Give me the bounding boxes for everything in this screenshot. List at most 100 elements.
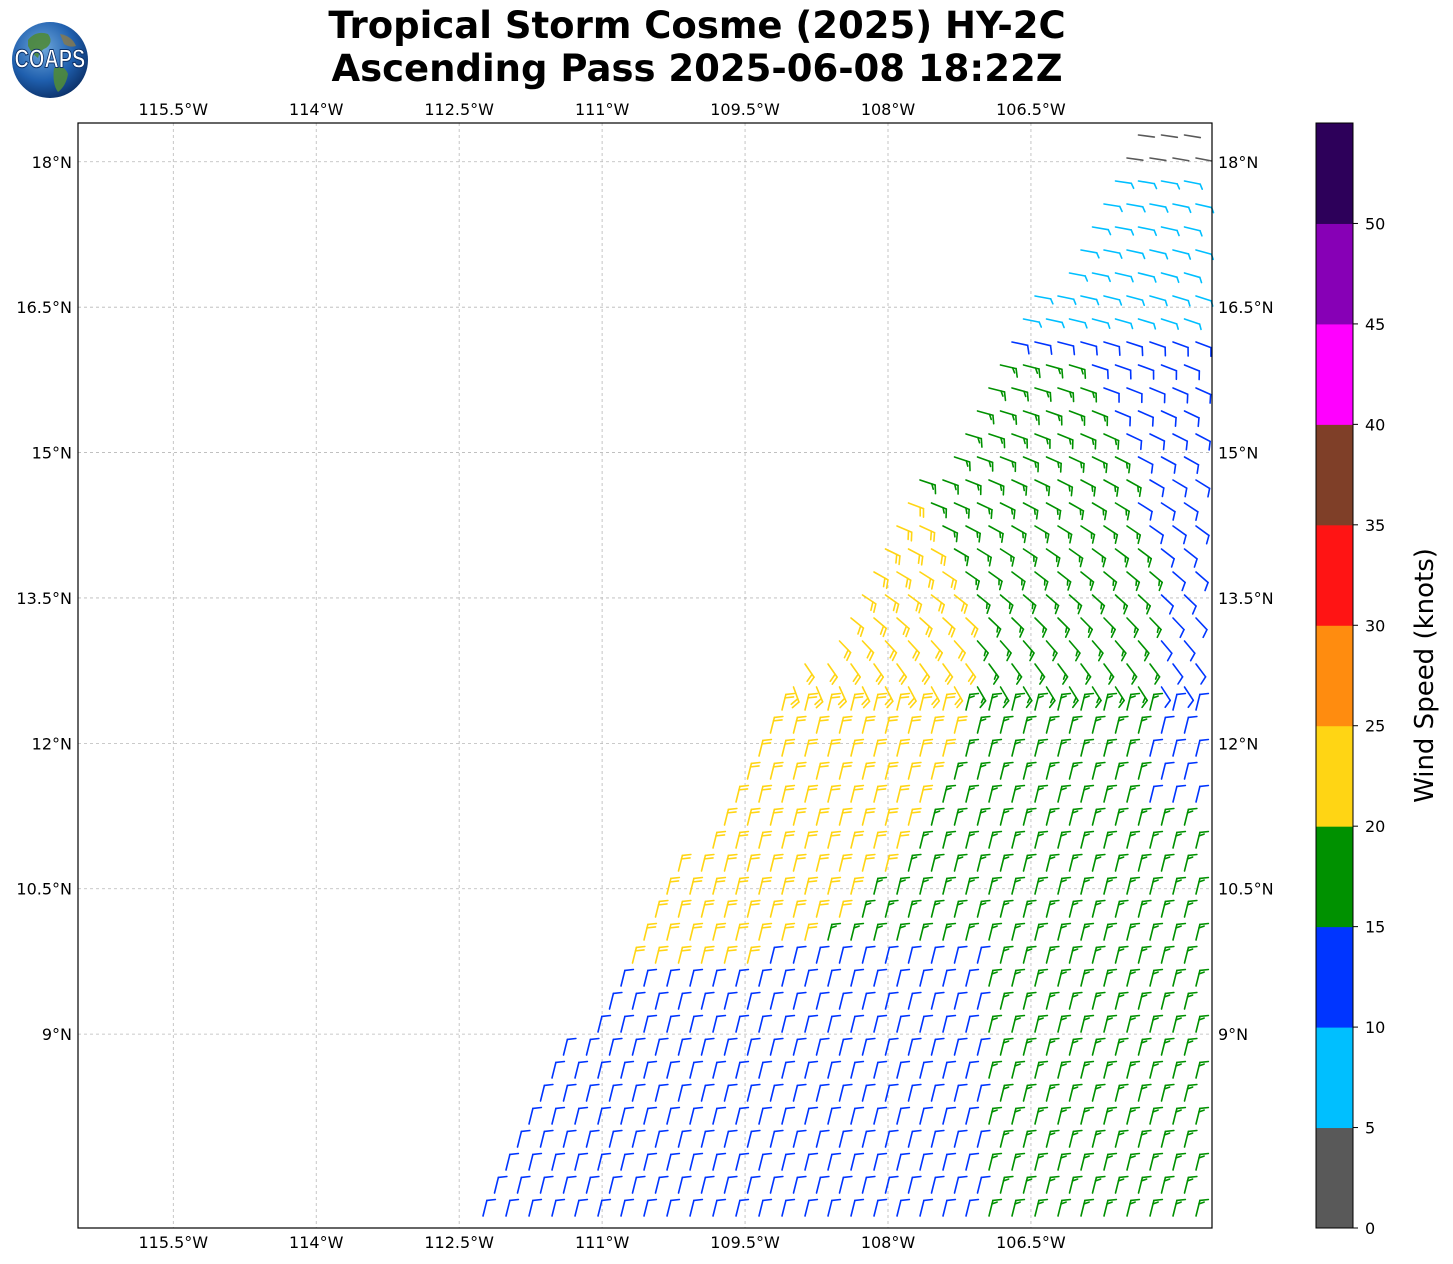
wind-barb: [1195, 1152, 1210, 1171]
wind-barb: [1195, 617, 1208, 639]
wind-barb: [1126, 738, 1141, 757]
wind-barb: [1011, 1060, 1026, 1079]
wind-barb: [896, 1014, 911, 1033]
wind-barb: [1057, 692, 1072, 711]
colorbar-bin: [1316, 1027, 1353, 1129]
wind-barb: [896, 830, 911, 849]
wind-barb: [1103, 341, 1121, 356]
wind-barb: [597, 1198, 612, 1217]
colorbar-bin: [1316, 625, 1353, 727]
lat-tick-label-left: 10.5°N: [16, 880, 72, 899]
wind-barb: [1068, 761, 1083, 780]
wind-barb: [1172, 1152, 1187, 1171]
wind-barb: [1183, 180, 1204, 190]
wind-barb: [907, 1083, 922, 1102]
wind-barb: [930, 502, 948, 519]
wind-barb: [1057, 1152, 1072, 1171]
wind-barb: [1057, 387, 1075, 403]
wind-barb: [1080, 479, 1096, 497]
lat-tick-label-left: 9°N: [42, 1025, 72, 1044]
wind-barb: [1114, 1037, 1129, 1056]
wind-barb: [1183, 502, 1199, 521]
wind-barb: [792, 807, 807, 826]
wind-barb: [1057, 1060, 1072, 1079]
wind-barb: [1149, 1106, 1164, 1125]
wind-barb: [1057, 341, 1076, 356]
wind-barb: [873, 1060, 888, 1079]
wind-barb: [873, 1152, 888, 1171]
wind-barb: [965, 433, 983, 448]
wind-barb: [1022, 548, 1038, 567]
wind-barb: [850, 1152, 865, 1171]
wind-barb: [746, 1129, 761, 1148]
wind-barb: [907, 640, 921, 662]
wind-barb: [781, 968, 796, 987]
wind-barb: [1137, 548, 1153, 568]
wind-barb: [1080, 692, 1095, 711]
wind-barb: [1034, 525, 1050, 544]
wind-barb: [1091, 715, 1106, 734]
wind-barb: [1103, 1060, 1118, 1079]
wind-barb: [827, 1198, 842, 1217]
wind-barb: [643, 922, 658, 941]
wind-barb: [585, 1083, 600, 1102]
wind-barb: [942, 1014, 957, 1033]
wind-barb: [838, 1129, 853, 1148]
wind-barb: [850, 663, 862, 685]
wind-barb: [999, 1175, 1014, 1194]
wind-barb: [919, 1060, 934, 1079]
wind-barb: [1103, 249, 1123, 259]
lat-tick-label-right: 13.5°N: [1218, 589, 1274, 608]
wind-barb: [838, 1175, 853, 1194]
wind-barb: [861, 1083, 876, 1102]
wind-barb: [1068, 364, 1087, 379]
wind-barb: [965, 663, 977, 685]
wind-barb: [1091, 1129, 1106, 1148]
wind-barb: [1022, 318, 1043, 328]
wind-barb: [1045, 899, 1060, 918]
wind-barb: [1195, 738, 1210, 757]
wind-barb: [1114, 226, 1135, 236]
wind-barb: [1057, 968, 1072, 987]
wind-barb: [919, 571, 935, 590]
wind-barb: [873, 1014, 888, 1033]
wind-barb: [1195, 663, 1207, 685]
map-frame: [77, 122, 1213, 1229]
wind-barb: [1195, 249, 1214, 261]
wind-barb: [1022, 410, 1040, 426]
wind-barb: [654, 991, 669, 1010]
wind-barb: [1126, 830, 1141, 849]
coaps-logo: COAPS: [12, 22, 88, 98]
wind-barb: [999, 807, 1014, 826]
wind-barb: [1034, 433, 1051, 450]
wind-barb: [815, 761, 830, 780]
wind-barb: [1045, 715, 1060, 734]
wind-barb: [930, 686, 941, 709]
wind-barb: [976, 715, 991, 734]
wind-barb: [804, 1152, 819, 1171]
wind-barb: [942, 876, 957, 895]
wind-barb: [700, 1037, 715, 1056]
wind-barb: [1011, 341, 1030, 355]
wind-barb: [1160, 991, 1175, 1010]
wind-barb: [574, 1106, 589, 1125]
wind-barb: [1137, 502, 1153, 521]
wind-barb: [861, 991, 876, 1010]
wind-barb: [781, 830, 796, 849]
wind-barb: [1057, 1198, 1072, 1217]
wind-barb: [1160, 715, 1175, 734]
lat-tick-label-right: 10.5°N: [1218, 880, 1274, 899]
wind-barb: [723, 1083, 738, 1102]
wind-barb: [884, 715, 899, 734]
wind-barb: [1114, 364, 1132, 380]
wind-barb: [930, 1083, 945, 1102]
wind-barb: [953, 456, 971, 472]
wind-barb: [884, 899, 899, 918]
wind-barb: [861, 686, 871, 709]
wind-barb: [896, 1198, 911, 1217]
wind-barb: [1011, 433, 1029, 449]
wind-barb: [792, 715, 807, 734]
wind-barb: [1183, 640, 1196, 662]
wind-barb: [712, 1060, 727, 1079]
wind-barb: [942, 968, 957, 987]
